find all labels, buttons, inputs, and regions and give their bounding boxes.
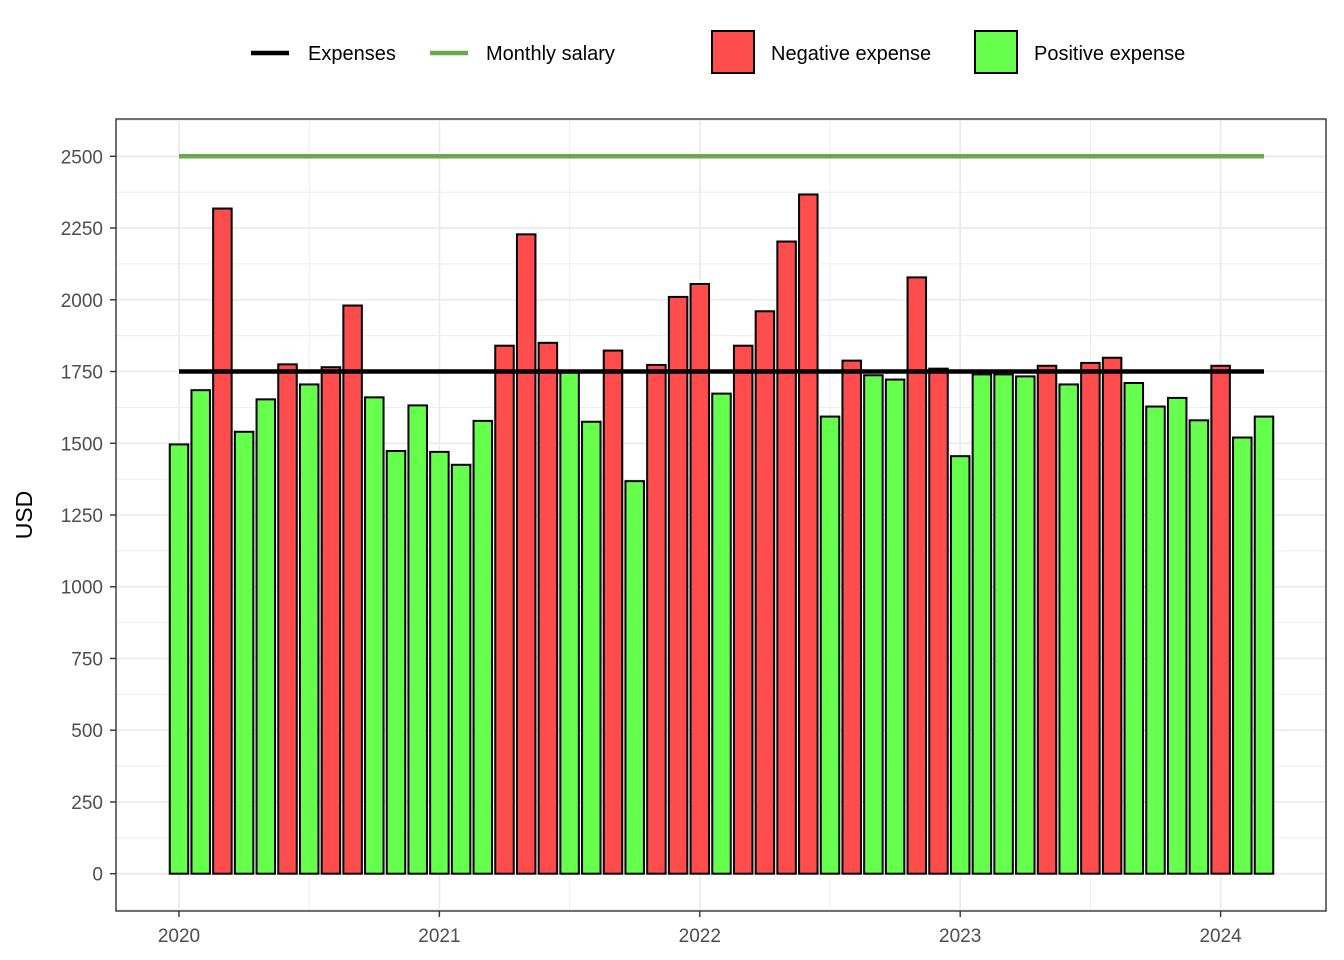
x-tick-label: 2023 <box>939 926 981 947</box>
x-axis-ticks: 2020 2021 2022 2023 2024 <box>158 911 1242 947</box>
bar-2023-02 <box>971 373 993 875</box>
bar-2022-07 <box>819 415 841 875</box>
y-tick-label: 2500 <box>61 147 103 168</box>
y-tick-label: 0 <box>92 865 103 886</box>
legend-positive-label: Positive expense <box>1034 43 1185 65</box>
bar-2023-03 <box>993 373 1014 875</box>
bar-2021-02 <box>450 463 472 875</box>
bar-2023-10 <box>1145 405 1166 875</box>
bar-2023-12 <box>1188 419 1210 875</box>
bar-2020-09 <box>342 304 363 875</box>
bars <box>168 193 1275 875</box>
x-tick-label: 2021 <box>418 926 460 947</box>
legend-negative-label: Negative expense <box>771 43 931 65</box>
bar-2022-09 <box>863 374 884 875</box>
y-tick-label: 250 <box>71 793 103 814</box>
bar-2024-02 <box>1232 436 1253 875</box>
bar-2022-03 <box>732 344 754 875</box>
bar-2020-08 <box>320 366 342 875</box>
bar-2021-11 <box>646 363 667 875</box>
bar-2022-01 <box>689 283 711 875</box>
y-tick-label: 2000 <box>61 291 103 312</box>
bar-2021-04 <box>494 344 515 875</box>
y-tick-label: 1250 <box>61 506 103 527</box>
bar-2022-10 <box>884 378 906 875</box>
bar-2023-09 <box>1123 382 1145 875</box>
y-axis-ticks: 0 250 500 750 1000 1250 1500 1750 2000 2250 2500 <box>61 147 116 886</box>
bar-2023-05 <box>1036 364 1058 875</box>
bar-2024-03 <box>1253 415 1275 875</box>
bar-2020-11 <box>385 450 407 875</box>
bar-2021-01 <box>429 450 450 875</box>
y-tick-label: 2250 <box>61 219 103 240</box>
legend-positive-swatch <box>974 30 1018 74</box>
bar-2022-08 <box>841 359 862 875</box>
bar-2021-08 <box>581 420 602 875</box>
bar-2021-10 <box>624 480 645 875</box>
bar-2023-07 <box>1080 361 1101 875</box>
bar-2022-05 <box>776 240 797 875</box>
x-tick-label: 2020 <box>158 926 200 947</box>
y-tick-label: 1000 <box>61 578 103 599</box>
bar-2022-04 <box>754 310 776 875</box>
bar-2022-12 <box>928 367 949 875</box>
y-tick-label: 1500 <box>61 434 103 455</box>
y-tick-label: 1750 <box>61 363 103 384</box>
bar-2023-11 <box>1166 396 1188 875</box>
bar-2022-02 <box>711 392 732 875</box>
bar-2024-01 <box>1210 364 1231 875</box>
legend: Expenses Monthly salary Negative expense… <box>251 30 1185 74</box>
bar-2020-06 <box>277 363 298 875</box>
bar-2023-08 <box>1101 356 1123 875</box>
bar-2021-12 <box>667 295 689 875</box>
bar-2021-05 <box>515 233 537 875</box>
y-axis-title: USD <box>11 491 37 540</box>
bar-2021-06 <box>537 341 559 875</box>
y-tick-label: 500 <box>71 721 103 742</box>
bar-2022-11 <box>906 276 928 875</box>
bar-2020-01 <box>168 443 190 875</box>
bar-2020-05 <box>255 398 277 875</box>
legend-expenses-label: Expenses <box>308 43 396 65</box>
bar-2023-06 <box>1058 383 1079 875</box>
legend-salary-label: Monthly salary <box>486 43 615 65</box>
bar-2023-04 <box>1015 375 1036 875</box>
bar-2021-07 <box>559 370 580 875</box>
x-tick-label: 2022 <box>679 926 721 947</box>
bar-2020-12 <box>407 404 428 875</box>
x-tick-label: 2024 <box>1199 926 1242 947</box>
bar-2022-06 <box>798 193 819 875</box>
y-tick-label: 750 <box>71 649 103 670</box>
bar-2020-07 <box>298 383 320 875</box>
bar-2020-10 <box>364 396 385 875</box>
bar-2023-01 <box>949 455 971 875</box>
bar-2020-03 <box>212 207 233 875</box>
bar-2020-02 <box>190 389 211 875</box>
legend-negative-swatch <box>711 30 755 74</box>
bar-2020-04 <box>233 430 255 875</box>
bar-2021-03 <box>472 419 494 875</box>
bar-2021-09 <box>602 349 624 875</box>
